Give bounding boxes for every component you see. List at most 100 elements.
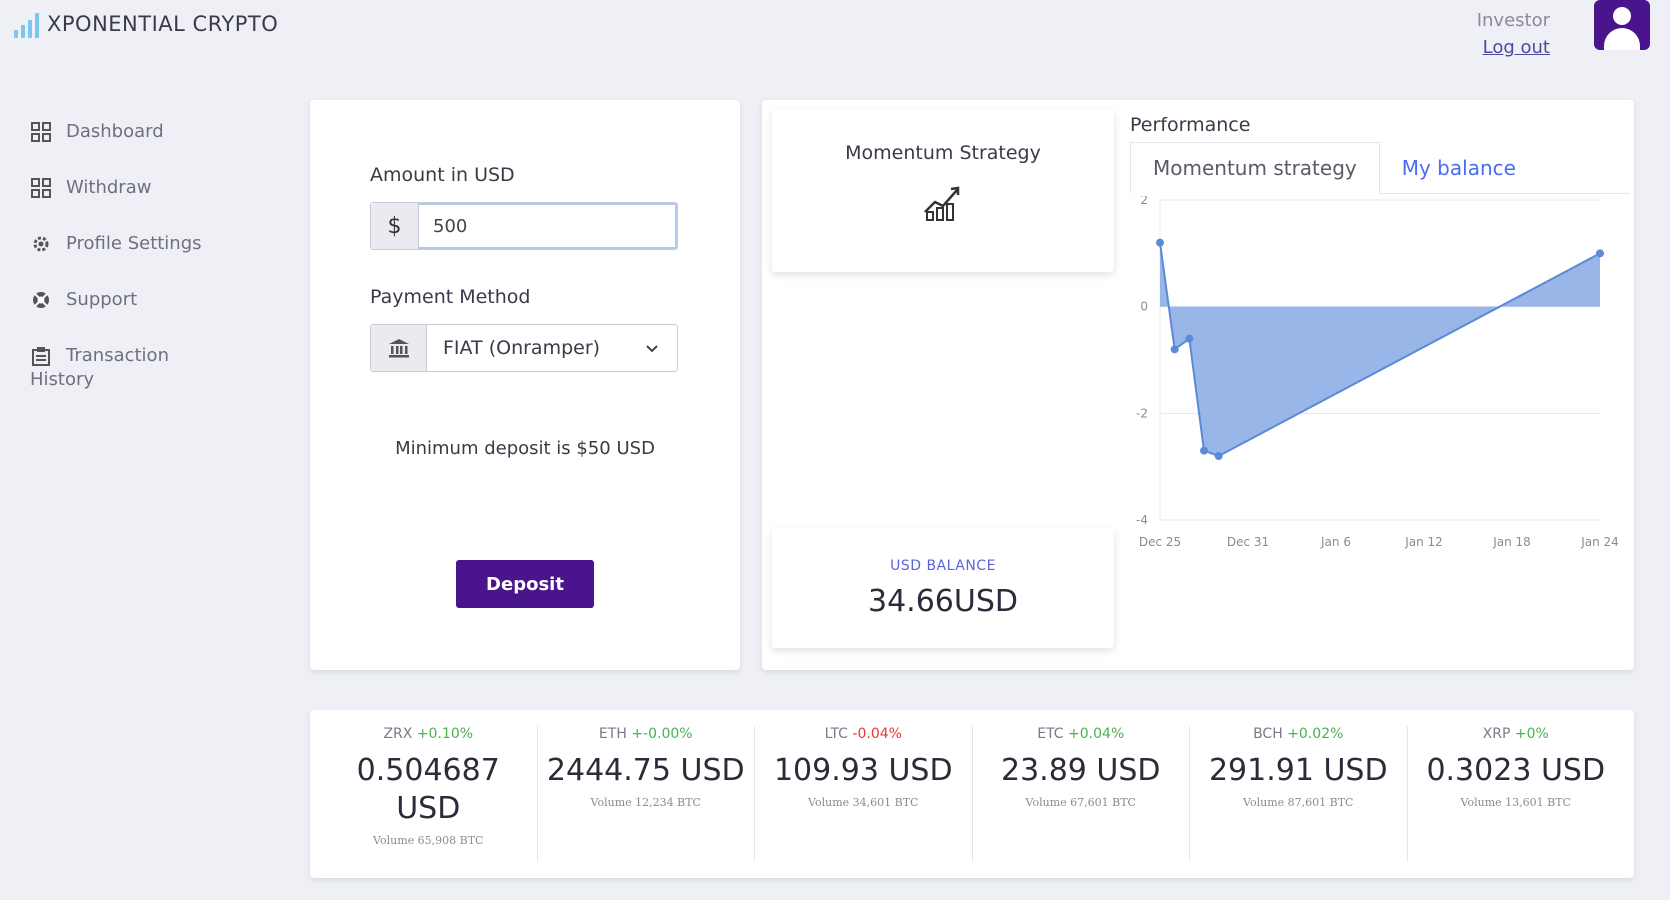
- payment-method-select[interactable]: FIAT (Onramper): [427, 325, 677, 371]
- data-point: [1214, 452, 1223, 460]
- sidebar-item-label: Profile Settings: [66, 233, 202, 254]
- ticker-volume: Volume 12,234 BTC: [590, 796, 701, 809]
- strategy-title: Momentum Strategy: [845, 142, 1041, 164]
- ticker-header: XRP +0%: [1414, 726, 1619, 742]
- performance-card: Momentum Strategy USD BALANCE 34.66USD P…: [762, 100, 1634, 670]
- ticker-change: +0.10%: [416, 726, 474, 742]
- balance-value: 34.66USD: [868, 584, 1018, 619]
- ticker-price: 2444.75 USD: [546, 753, 745, 788]
- sidebar-item-label: Withdraw: [66, 177, 152, 198]
- ticker-price: 0.3023 USD: [1426, 753, 1606, 788]
- ticker-volume: Volume 65,908 BTC: [373, 834, 484, 847]
- deposit-card: Amount in USD $ Payment Method FIAT (Onr…: [310, 100, 740, 670]
- ticker-change: +0.02%: [1287, 726, 1344, 742]
- balance-label: USD BALANCE: [890, 558, 996, 574]
- usd-balance-card: USD BALANCE 34.66USD: [772, 528, 1114, 648]
- ticker-header: LTC -0.04%: [761, 726, 966, 742]
- performance-chart: 2 0 -2 -4 Dec 25 Dec 31 Jan 6 Jan 12 Jan 18 Jan 2…: [1136, 196, 1619, 549]
- x-tick-label: Jan 6: [1320, 535, 1351, 549]
- tab-my-balance[interactable]: My balance: [1401, 156, 1516, 180]
- payment-method-group: FIAT (Onramper): [370, 324, 678, 372]
- sidebar: Dashboard Withdraw Profile Settings Supp…: [30, 120, 260, 424]
- dashboard-grid-icon: [30, 121, 52, 143]
- data-point: [1200, 446, 1208, 455]
- ticker-price: 291.91 USD: [1208, 753, 1388, 788]
- avatar-head: [1613, 7, 1631, 25]
- ticker-header: ETH +-0.00%: [544, 726, 749, 742]
- y-tick-label: -2: [1136, 406, 1148, 420]
- ticker-price: 0.504687 USD: [356, 753, 500, 826]
- tab-momentum-strategy[interactable]: Momentum strategy: [1130, 142, 1380, 194]
- ticker-change: -0.04%: [852, 726, 902, 742]
- area-fill: [1160, 242, 1600, 456]
- ticker-zrx[interactable]: ZRX +0.10% 0.504687 USD Volume 65,908 BT…: [320, 726, 538, 862]
- ticker-header: ETC +0.04%: [979, 726, 1184, 742]
- ticker-volume: Volume 87,601 BTC: [1243, 796, 1354, 809]
- bank-icon: [371, 325, 427, 371]
- ticker-price: 109.93 USD: [773, 753, 953, 788]
- sidebar-item-label: Dashboard: [66, 121, 164, 142]
- ticker-change: +0.04%: [1068, 726, 1125, 742]
- ticker-symbol: XRP: [1482, 726, 1511, 742]
- y-tick-label: 2: [1140, 196, 1148, 207]
- sidebar-item-dashboard[interactable]: Dashboard: [30, 120, 260, 144]
- ticker-etc[interactable]: ETC +0.04% 23.89 USD Volume 67,601 BTC: [973, 726, 1190, 862]
- brand-name: XPONENTIAL CRYPTO: [47, 12, 279, 36]
- payment-method-label: Payment Method: [370, 286, 531, 308]
- sidebar-item-transaction-history[interactable]: Transaction History: [30, 344, 260, 392]
- ticker-change: +0%: [1514, 726, 1549, 742]
- ticker-volume: Volume 67,601 BTC: [1025, 796, 1136, 809]
- gear-icon: [30, 233, 52, 255]
- sidebar-item-profile-settings[interactable]: Profile Settings: [30, 232, 260, 256]
- ticker-volume: Volume 34,601 BTC: [808, 796, 919, 809]
- user-block: Investor Log out: [1477, 10, 1550, 58]
- series-line: [1159, 242, 1601, 458]
- ticker-bch[interactable]: BCH +0.02% 291.91 USD Volume 87,601 BTC: [1190, 726, 1408, 862]
- deposit-button[interactable]: Deposit: [456, 560, 594, 608]
- ticker-xrp[interactable]: XRP +0% 0.3023 USD Volume 13,601 BTC: [1408, 726, 1625, 862]
- payment-method-value: FIAT (Onramper): [443, 337, 601, 359]
- ticker-symbol: BCH: [1253, 726, 1283, 742]
- y-tick-label: -4: [1136, 513, 1148, 527]
- currency-symbol: $: [371, 203, 419, 249]
- sidebar-item-support[interactable]: Support: [30, 288, 260, 312]
- ticker-strip: ZRX +0.10% 0.504687 USD Volume 65,908 BT…: [310, 710, 1634, 878]
- minimum-deposit-note: Minimum deposit is $50 USD: [395, 438, 655, 459]
- data-point: [1156, 238, 1164, 247]
- clipboard-icon: [30, 345, 52, 367]
- ticker-eth[interactable]: ETH +-0.00% 2444.75 USD Volume 12,234 BT…: [538, 726, 755, 862]
- support-lifebuoy-icon: [30, 289, 52, 311]
- brand[interactable]: XPONENTIAL CRYPTO: [14, 10, 278, 38]
- ticker-header: ZRX +0.10%: [326, 726, 531, 742]
- amount-label: Amount in USD: [370, 164, 515, 186]
- sidebar-item-withdraw[interactable]: Withdraw: [30, 176, 260, 200]
- data-point: [1185, 334, 1194, 343]
- performance-tabs: Momentum strategy My balance: [1130, 142, 1630, 194]
- x-tick-label: Dec 25: [1139, 535, 1181, 549]
- ticker-symbol: ZRX: [383, 726, 413, 742]
- x-tick-label: Jan 12: [1404, 535, 1443, 549]
- ticker-volume: Volume 13,601 BTC: [1460, 796, 1571, 809]
- ticker-change: +-0.00%: [631, 726, 693, 742]
- avatar-body: [1604, 28, 1640, 50]
- strategy-card[interactable]: Momentum Strategy: [772, 110, 1114, 272]
- ticker-symbol: ETC: [1037, 726, 1064, 742]
- chevron-down-icon: [645, 337, 659, 359]
- performance-title: Performance: [1130, 114, 1251, 136]
- ticker-price: 23.89 USD: [1000, 753, 1161, 788]
- y-tick-label: 0: [1140, 300, 1148, 314]
- ticker-ltc[interactable]: LTC -0.04% 109.93 USD Volume 34,601 BTC: [755, 726, 973, 862]
- ticker-symbol: ETH: [598, 726, 627, 742]
- x-tick-label: Dec 31: [1227, 535, 1269, 549]
- amount-input-group: $: [370, 202, 678, 250]
- data-point: [1596, 249, 1604, 258]
- logout-link[interactable]: Log out: [1482, 37, 1550, 58]
- ticker-symbol: LTC: [824, 726, 848, 742]
- x-tick-label: Jan 18: [1492, 535, 1531, 549]
- growth-chart-icon: [772, 182, 1114, 226]
- amount-input[interactable]: [419, 203, 677, 249]
- user-role: Investor: [1476, 10, 1550, 31]
- sidebar-item-label: Transaction History: [30, 345, 169, 390]
- data-point: [1170, 345, 1179, 354]
- avatar[interactable]: [1594, 0, 1650, 50]
